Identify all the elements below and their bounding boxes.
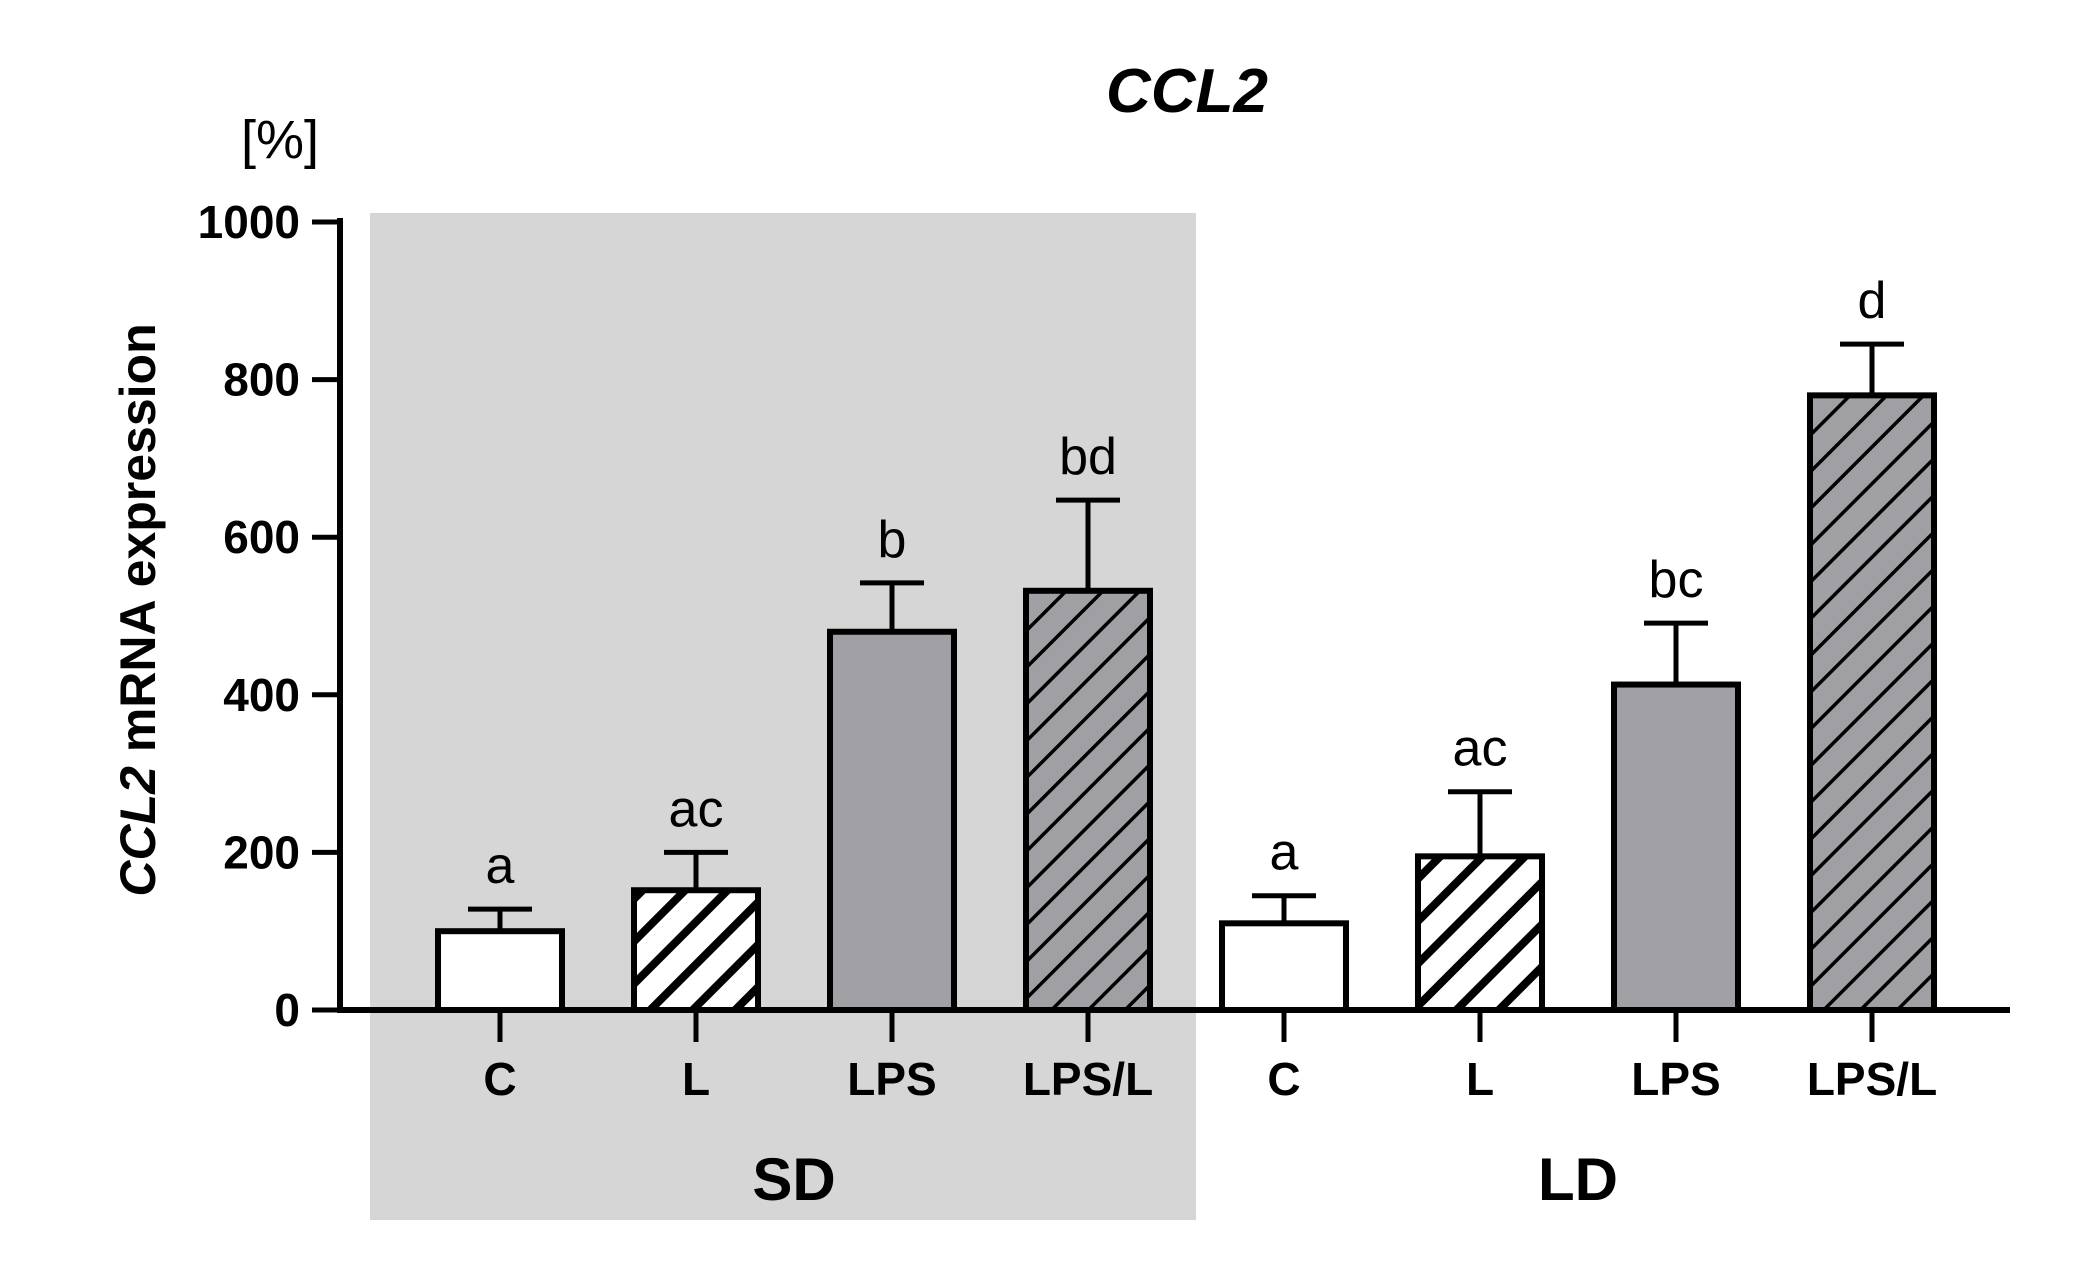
y-tick-label: 600 <box>223 511 300 563</box>
bar-SD-LPS/L <box>1023 587 1153 1013</box>
chart-title: CCL2 <box>1106 57 1268 126</box>
axes-layer <box>312 218 2010 1042</box>
x-tick-label: LPS/L <box>1023 1053 1153 1105</box>
bar-LD-L <box>1415 853 1545 1014</box>
bar-LD-LPS/L <box>1807 392 1937 1013</box>
bars-layer <box>435 341 1937 1014</box>
y-tick-label: 200 <box>223 826 300 878</box>
y-tick-label: 800 <box>223 354 300 406</box>
significance-label: ac <box>669 780 724 838</box>
significance-label: a <box>1270 824 1299 882</box>
y-axis-label: CCL2 mRNA expression <box>110 323 166 896</box>
bar-SD-LPS <box>827 628 957 1013</box>
x-tick-label: C <box>483 1053 516 1105</box>
x-tick-label: L <box>682 1053 710 1105</box>
bar-LD-C <box>1219 920 1349 1014</box>
significance-label: bc <box>1649 551 1704 609</box>
bar-SD-L <box>631 887 761 1013</box>
significance-label: a <box>486 837 515 895</box>
bar-SD-C <box>435 928 565 1014</box>
labels-layer: a Cac Lb LPS bd LPS/L a Cac Lbc LPS d LPS/L SD LD 0 200… <box>198 196 1938 1213</box>
x-tick-label: L <box>1466 1053 1494 1105</box>
x-tick-label: LPS <box>1631 1053 1720 1105</box>
y-axis-label-rest: mRNA expression <box>110 323 166 766</box>
x-tick-label: C <box>1267 1053 1300 1105</box>
group-label-LD: LD <box>1538 1146 1618 1213</box>
y-tick-label: 1000 <box>198 196 300 248</box>
y-tick-label: 0 <box>274 984 300 1036</box>
y-axis-label-gene: CCL2 <box>110 766 166 897</box>
significance-label: ac <box>1453 720 1508 778</box>
significance-label: d <box>1858 272 1887 330</box>
x-tick-label: LPS/L <box>1807 1053 1937 1105</box>
x-tick-label: LPS <box>847 1053 936 1105</box>
y-tick-label: 400 <box>223 669 300 721</box>
significance-label: b <box>878 511 907 569</box>
group-label-SD: SD <box>752 1146 835 1213</box>
y-axis-unit: [%] <box>241 110 319 170</box>
significance-label: bd <box>1059 428 1117 486</box>
bar-LD-LPS <box>1611 681 1741 1014</box>
